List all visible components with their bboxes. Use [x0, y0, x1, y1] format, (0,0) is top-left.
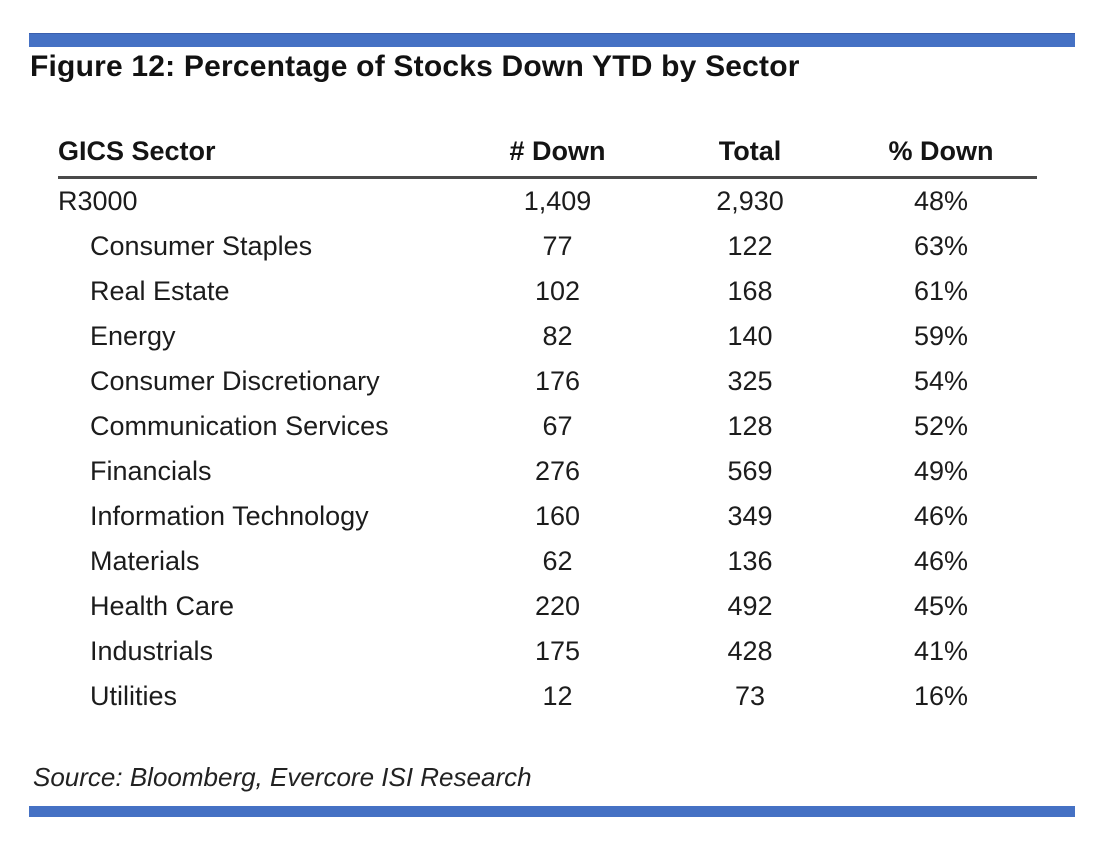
- pct-down-cell: 41%: [913, 636, 969, 666]
- total-cell: 325: [727, 366, 773, 396]
- num-down-cell: 67: [542, 411, 573, 441]
- sector-name-cell: Financials: [90, 456, 212, 486]
- bottom-accent-bar: [29, 806, 1075, 817]
- total-cell: 569: [727, 456, 773, 486]
- sector-table: GICS Sector # Down Total % Down R3000 1,…: [58, 126, 1037, 719]
- sector-name-cell: Utilities: [90, 681, 178, 711]
- sector-name-cell: Materials: [90, 546, 200, 576]
- table-row: Information Technology 160 349 46%: [58, 494, 1037, 539]
- num-down-cell: 276: [534, 456, 581, 486]
- table-row: R3000 1,409 2,930 48%: [58, 178, 1037, 225]
- table-header-row: GICS Sector # Down Total % Down: [58, 126, 1037, 179]
- pct-down-cell: 63%: [913, 231, 969, 261]
- pct-down-cell: 52%: [913, 411, 969, 441]
- total-cell: 122: [727, 231, 773, 261]
- pct-down-cell: 59%: [913, 321, 969, 351]
- figure-title: Figure 12: Percentage of Stocks Down YTD…: [30, 50, 800, 83]
- num-down-cell: 77: [542, 231, 573, 261]
- pct-down-cell: 45%: [913, 591, 969, 621]
- total-cell: 136: [727, 546, 773, 576]
- total-cell: 168: [727, 276, 773, 306]
- sector-name-cell: Real Estate: [90, 276, 230, 306]
- pct-down-cell: 49%: [913, 456, 969, 486]
- sector-name-cell: Consumer Staples: [90, 231, 313, 261]
- num-down-cell: 102: [534, 276, 581, 306]
- num-down-cell: 176: [534, 366, 581, 396]
- total-cell: 492: [727, 591, 773, 621]
- num-down-cell: 12: [542, 681, 573, 711]
- sector-name-cell: Energy: [90, 321, 176, 351]
- table-row: Utilities 12 73 16%: [58, 674, 1037, 719]
- pct-down-cell: 54%: [913, 366, 969, 396]
- sector-name-cell: Health Care: [90, 591, 235, 621]
- source-note: Source: Bloomberg, Evercore ISI Research: [33, 762, 532, 792]
- top-accent-bar: [29, 33, 1075, 47]
- table-row: Financials 276 569 49%: [58, 449, 1037, 494]
- header-total: Total: [655, 126, 845, 179]
- total-cell: 73: [734, 681, 766, 711]
- sector-name-cell: Communication Services: [90, 411, 389, 441]
- table-row: Materials 62 136 46%: [58, 539, 1037, 584]
- pct-down-cell: 61%: [913, 276, 969, 306]
- header-num-down: # Down: [460, 126, 655, 179]
- table-row: Real Estate 102 168 61%: [58, 269, 1037, 314]
- total-cell: 128: [727, 411, 773, 441]
- total-cell: 428: [727, 636, 773, 666]
- pct-down-cell: 48%: [913, 186, 969, 216]
- num-down-cell: 175: [534, 636, 581, 666]
- num-down-cell: 82: [542, 321, 573, 351]
- header-gics-sector: GICS Sector: [58, 126, 460, 179]
- num-down-cell: 1,409: [523, 186, 592, 216]
- table-body: R3000 1,409 2,930 48% Consumer Staples 7…: [58, 178, 1037, 720]
- num-down-cell: 160: [534, 501, 581, 531]
- table-row: Health Care 220 492 45%: [58, 584, 1037, 629]
- table-row: Consumer Staples 77 122 63%: [58, 224, 1037, 269]
- total-cell: 140: [727, 321, 773, 351]
- table-row: Energy 82 140 59%: [58, 314, 1037, 359]
- pct-down-cell: 46%: [913, 501, 969, 531]
- sector-name-cell: Consumer Discretionary: [90, 366, 380, 396]
- num-down-cell: 62: [542, 546, 573, 576]
- total-cell: 349: [727, 501, 773, 531]
- num-down-cell: 220: [534, 591, 581, 621]
- total-cell: 2,930: [716, 186, 784, 216]
- pct-down-cell: 46%: [913, 546, 969, 576]
- sector-name-cell: Industrials: [90, 636, 214, 666]
- table-row: Industrials 175 428 41%: [58, 629, 1037, 674]
- header-pct-down: % Down: [845, 126, 1037, 179]
- pct-down-cell: 16%: [913, 681, 969, 711]
- table-row: Communication Services 67 128 52%: [58, 404, 1037, 449]
- sector-name-cell: R3000: [58, 186, 138, 216]
- table-row: Consumer Discretionary 176 325 54%: [58, 359, 1037, 404]
- sector-name-cell: Information Technology: [90, 501, 369, 531]
